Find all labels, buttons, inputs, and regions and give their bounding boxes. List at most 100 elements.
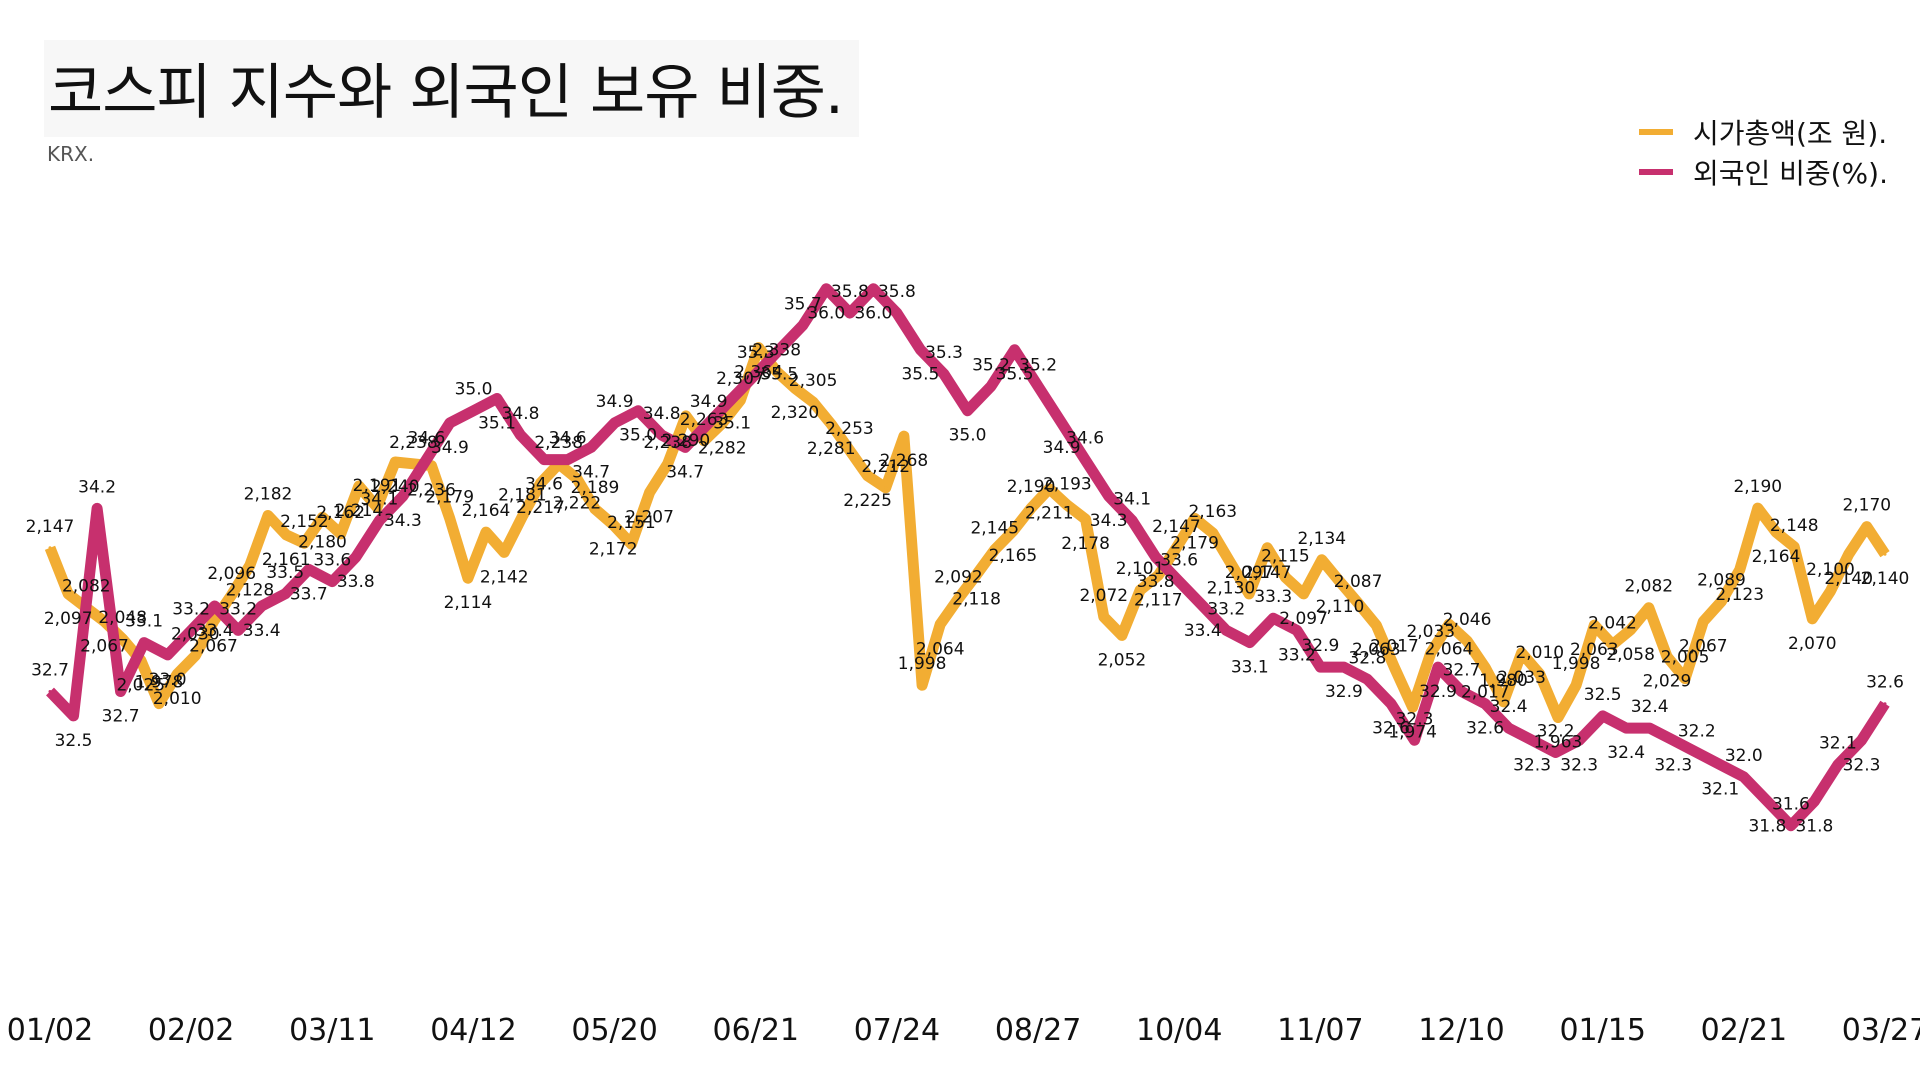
foreign-share-value-label: 34.2 (78, 477, 116, 497)
market-cap-point (393, 460, 397, 464)
market-cap-value-label: 2,268 (880, 451, 929, 471)
market-cap-value-label: 2,087 (1334, 572, 1383, 592)
market-cap-value-label: 2,189 (571, 478, 620, 498)
foreign-share-value-label: 32.3 (1513, 755, 1551, 775)
market-cap-value-label: 2,010 (153, 689, 202, 709)
market-cap-point (1302, 592, 1306, 596)
market-cap-point (902, 434, 906, 438)
market-cap-point (1283, 575, 1287, 579)
market-cap-value-label: 2,172 (589, 540, 638, 560)
foreign-share-value-label: 33.8 (337, 572, 375, 592)
market-cap-value-label: 2,217 (516, 498, 565, 518)
foreign-share-point (119, 690, 123, 693)
market-cap-value-label: 2,207 (625, 507, 674, 527)
market-cap-value-label: 1,974 (1388, 722, 1437, 742)
foreign-share-value-label: 32.5 (1584, 685, 1622, 705)
foreign-share-value-label: 34.6 (549, 429, 587, 449)
market-cap-point (484, 530, 488, 534)
market-cap-point (48, 546, 52, 550)
foreign-share-point (1460, 690, 1463, 693)
market-cap-value-label: 2,182 (244, 485, 293, 505)
market-cap-value-label: 2,025 (116, 675, 165, 695)
foreign-share-value-label: 32.2 (1537, 722, 1575, 742)
market-cap-point (884, 486, 888, 490)
foreign-share-value-label: 32.3 (1843, 755, 1881, 775)
foreign-share-point (1295, 628, 1299, 632)
market-cap-value-label: 2,072 (1079, 586, 1128, 606)
foreign-share-value-label: 33.5 (266, 563, 304, 583)
market-cap-point (811, 400, 815, 404)
market-cap-point (520, 514, 524, 518)
market-cap-point (1810, 617, 1814, 621)
market-cap-point (1011, 529, 1015, 533)
market-cap-value-label: 2,238 (643, 433, 692, 453)
market-cap-point (1502, 700, 1505, 704)
foreign-share-point (1036, 384, 1040, 388)
foreign-share-point (1742, 775, 1746, 779)
market-cap-point (593, 507, 597, 511)
foreign-share-point (354, 555, 358, 559)
foreign-share-point (1718, 763, 1722, 767)
market-cap-value-label: 2,179 (425, 487, 474, 507)
market-cap-value-label: 2,147 (1152, 517, 1201, 537)
market-cap-value-label: 2,161 (262, 550, 311, 570)
market-cap-point (66, 592, 70, 596)
foreign-share-value-label: 33.4 (196, 621, 234, 641)
market-cap-value-label: 2,134 (1297, 529, 1346, 549)
foreign-share-value-label: 32.0 (1725, 746, 1763, 766)
market-cap-point (103, 620, 106, 623)
foreign-share-point (1695, 751, 1699, 754)
market-cap-point (575, 477, 579, 481)
foreign-share-point (472, 409, 475, 413)
market-cap-value-label: 1,998 (1552, 654, 1601, 674)
market-cap-value-label: 2,190 (1733, 477, 1782, 497)
x-tick-label: 12/10 (1418, 1013, 1504, 1048)
foreign-share-value-label: 32.7 (1443, 661, 1481, 681)
market-cap-value-label: 2,046 (1443, 610, 1492, 630)
market-cap-value-label: 2,190 (1007, 477, 1056, 497)
foreign-share-point (1624, 726, 1628, 730)
foreign-share-point (95, 506, 99, 510)
market-cap-value-label: 2,145 (970, 519, 1019, 539)
foreign-share-value-label: 35.5 (901, 365, 939, 385)
foreign-share-value-label: 34.9 (596, 392, 634, 412)
market-cap-value-label: 2,010 (1515, 643, 1564, 663)
market-cap-value-label: 2,070 (1788, 634, 1837, 654)
market-cap-point (956, 597, 960, 600)
foreign-share-value-label: 32.6 (1466, 719, 1504, 739)
foreign-share-value-label: 35.1 (478, 414, 516, 434)
source-note: KRX. (47, 142, 95, 166)
legend-label-foreign: 외국인 비중(%). (1692, 157, 1888, 190)
market-cap-value-label: 2,058 (1606, 645, 1655, 665)
market-cap-value-label: 2,238 (534, 433, 583, 453)
market-cap-value-label: 2,063 (1570, 640, 1619, 660)
foreign-share-point (1413, 738, 1416, 742)
foreign-share-value-label: 34.3 (1090, 511, 1128, 531)
market-cap-point (193, 654, 197, 658)
foreign-share-value-label: 35.7 (784, 294, 822, 314)
market-cap-value-label: 2,238 (389, 433, 438, 453)
foreign-share-value-label: 33.6 (1160, 551, 1198, 571)
market-cap-point (302, 541, 306, 545)
market-cap-point (1465, 639, 1469, 643)
foreign-share-value-label: 31.8 (1795, 816, 1833, 836)
foreign-share-value-label: 33.0 (149, 670, 187, 690)
market-cap-point (375, 505, 379, 509)
market-cap-point (938, 622, 942, 626)
market-cap-value-label: 2,162 (316, 503, 365, 523)
market-cap-point (1320, 558, 1324, 562)
market-cap-point (1211, 531, 1215, 535)
market-cap-value-label: 2,067 (1679, 637, 1728, 657)
foreign-share-value-label: 32.4 (1607, 743, 1645, 763)
foreign-share-value-label: 33.6 (313, 551, 351, 571)
foreign-share-value-label: 32.3 (1560, 755, 1598, 775)
market-cap-point (1338, 580, 1342, 584)
foreign-share-point (189, 628, 193, 632)
market-cap-point (430, 464, 433, 468)
foreign-share-value-label: 32.7 (102, 707, 140, 727)
market-cap-value-label: 2,140 (1861, 569, 1910, 589)
foreign-share-value-label: 32.7 (31, 661, 69, 681)
market-cap-value-label: 2,067 (189, 637, 238, 657)
foreign-share-value-label: 33.2 (172, 599, 210, 619)
foreign-share-value-label: 34.1 (1113, 490, 1151, 510)
